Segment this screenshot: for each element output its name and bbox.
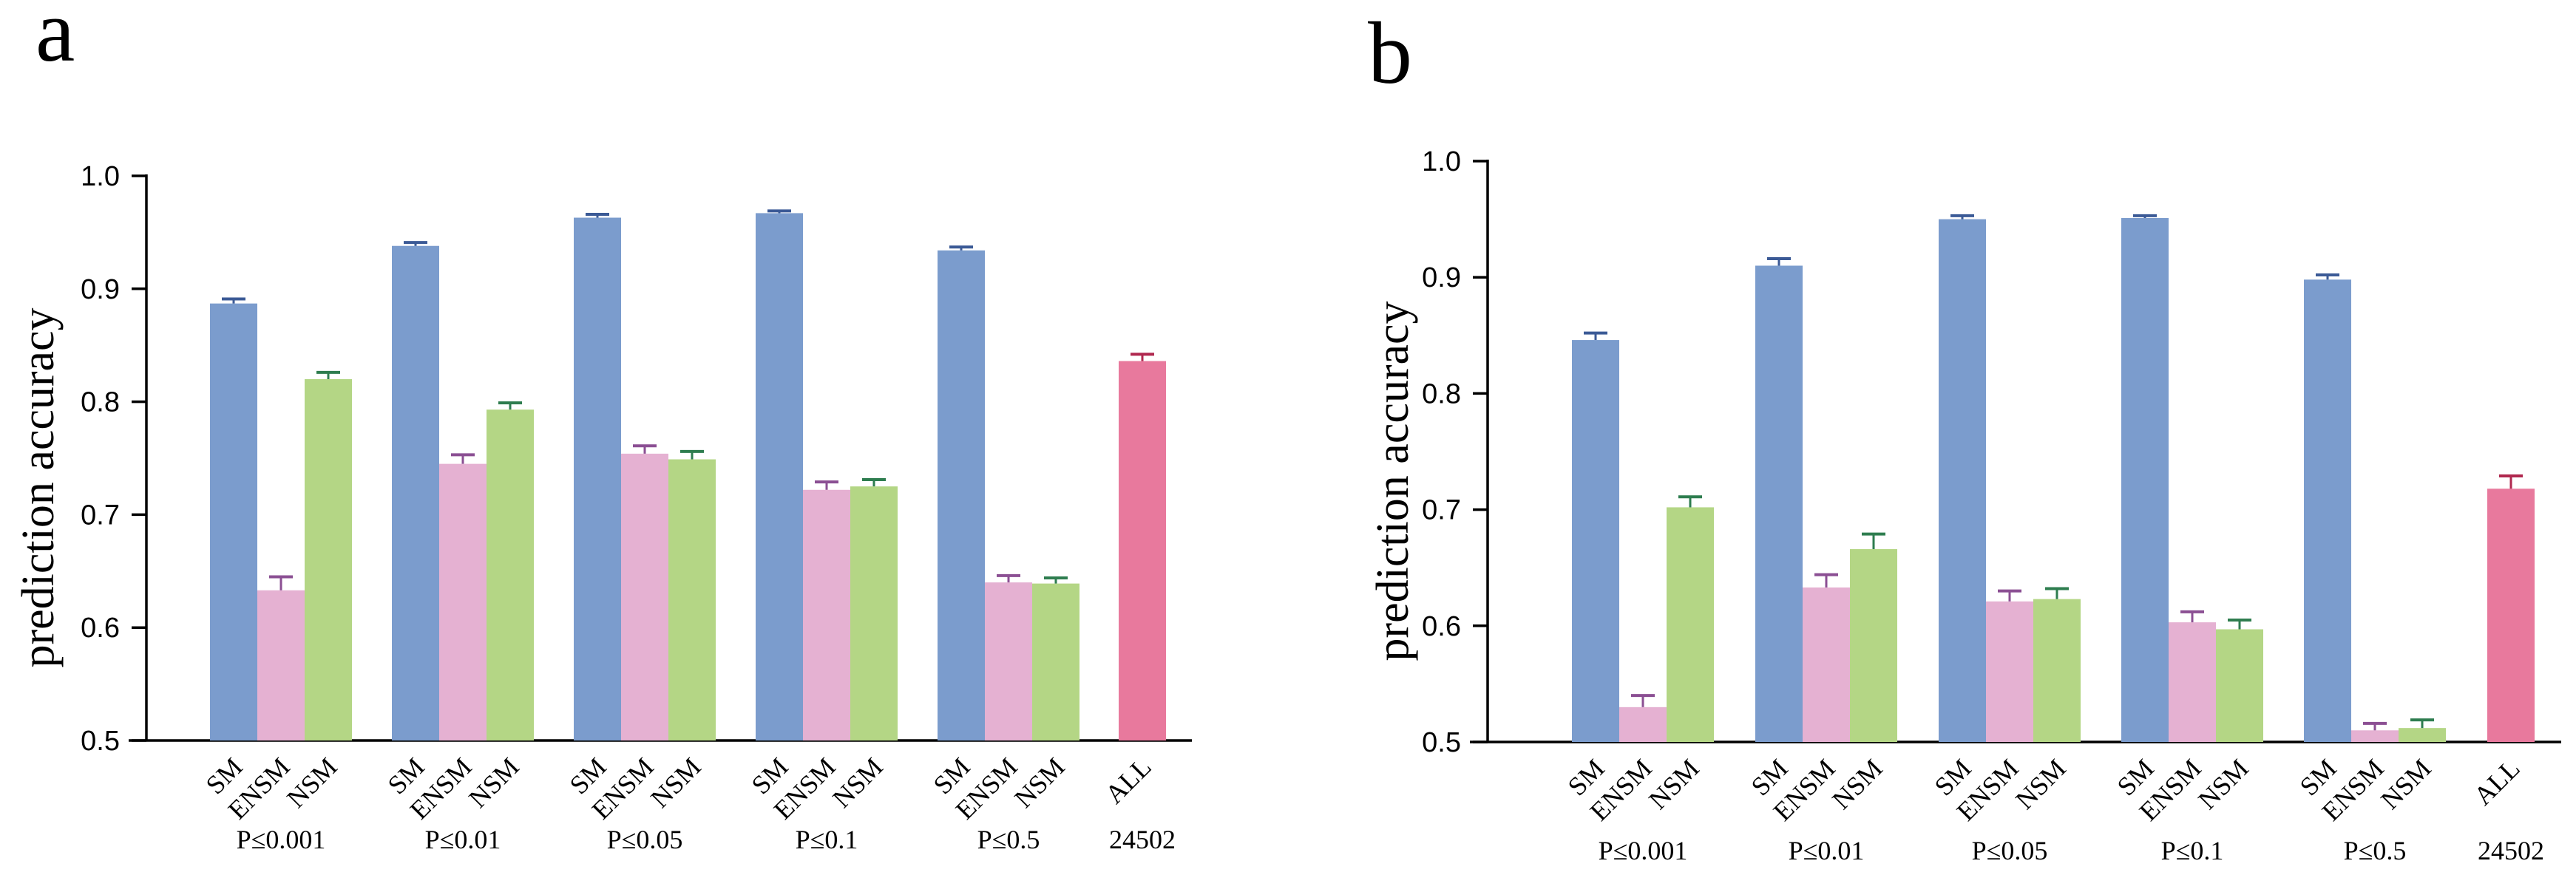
bar-nsm [305,379,352,740]
bar-sm [1755,265,1803,743]
y-tick-label: 0.6 [1422,611,1461,642]
bar-nsm [850,486,898,740]
bar-ensm [1619,707,1667,742]
group-label: P≤0.001 [1599,836,1688,865]
x-tick-label: NSM [1009,752,1070,813]
bar-nsm [2216,629,2263,742]
group-label: P≤0.5 [2344,836,2407,865]
y-tick-label: 0.6 [81,613,120,644]
group-label: P≤0.05 [607,825,683,854]
group-label: P≤0.5 [977,825,1040,854]
x-tick-label: NSM [1826,753,1888,814]
group-label: P≤0.1 [2161,836,2224,865]
y-tick-label: 0.7 [81,500,120,531]
x-tick-label: NSM [2192,753,2254,814]
y-tick-label: 0.5 [1422,727,1461,758]
y-tick-label: 0.8 [81,387,120,418]
x-tick-label: NSM [2375,753,2436,814]
y-axis-title: prediction accuracy [13,307,64,667]
y-tick-label: 1.0 [81,161,120,192]
bar-ensm [2351,730,2399,742]
bar-sm [574,217,621,740]
bar-ensm [1986,601,2033,742]
y-tick-label: 0.7 [1422,495,1461,526]
group-label: P≤0.001 [237,825,326,854]
x-tick-label: NSM [827,752,888,813]
group-label: P≤0.05 [1972,836,2048,865]
bar-nsm [1850,549,1897,742]
x-tick-label: NSM [645,752,706,813]
bar-all [2487,488,2535,742]
bar-ensm [2169,622,2216,742]
bar-nsm [487,409,534,740]
bar-all [1119,361,1166,740]
y-tick-label: 0.5 [81,726,120,757]
y-tick-label: 0.9 [1422,262,1461,293]
bar-ensm [621,453,668,740]
bar-nsm [1667,507,1714,742]
x-tick-label: NSM [463,752,524,813]
bar-sm [2304,279,2351,742]
y-tick-label: 0.8 [1422,378,1461,409]
y-tick-label: 1.0 [1422,146,1461,177]
bar-ensm [803,489,850,740]
x-tick-label: ALL [1099,752,1157,809]
group-label: P≤0.01 [1789,836,1865,865]
x-tick-label: NSM [281,752,342,813]
bar-ensm [1803,587,1850,742]
bar-nsm [2033,599,2081,742]
y-tick-label: 0.9 [81,274,120,305]
bar-sm [938,250,985,740]
x-tick-label: ALL [2468,753,2526,811]
bar-sm [392,245,439,741]
panel-letter-a: a [35,0,75,80]
x-tick-label: NSM [2010,753,2071,814]
bar-ensm [439,463,487,740]
group-label: 24502 [2478,836,2544,865]
bar-sm [756,213,803,740]
bar-sm [1572,340,1619,742]
bar-ensm [257,590,305,740]
bar-ensm [985,582,1032,740]
group-label: P≤0.1 [796,825,858,854]
bar-sm [2121,218,2169,742]
group-label: 24502 [1109,825,1176,854]
bar-nsm [668,459,716,740]
bar-sm [1939,219,1986,743]
y-axis-title: prediction accuracy [1368,301,1418,661]
bar-nsm [2399,728,2446,742]
bar-nsm [1032,583,1079,740]
group-label: P≤0.01 [425,825,501,854]
x-tick-label: NSM [1643,753,1704,814]
panel-letter-b: b [1368,4,1412,102]
bar-sm [210,303,257,740]
